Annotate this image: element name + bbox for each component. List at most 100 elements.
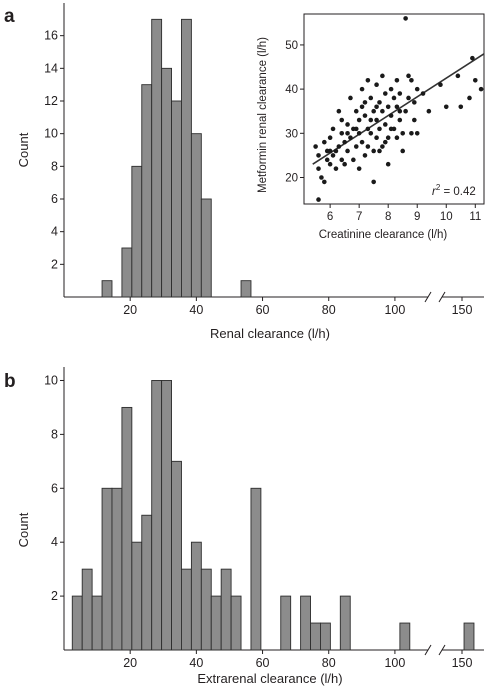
panel-b-histogram-bar [91, 595, 103, 651]
inset-scatter-point [330, 126, 336, 132]
panel-a-plot-area: 2 4 6 8 10 12 14 16 20 40 60 80 100 150 [44, 3, 484, 317]
inset-scatter-point [478, 86, 484, 92]
inset-scatter-point [319, 175, 324, 180]
inset-scatter-point [385, 135, 391, 141]
inset-scatter-point [406, 95, 411, 101]
inset-y-tick-label: 50 [285, 40, 298, 52]
inset-scatter-point [362, 153, 368, 158]
panel-b-y-tick-label: 10 [44, 373, 58, 387]
inset-x-tick-label: 7 [356, 211, 362, 223]
panel-b-histogram-bar [320, 622, 331, 651]
inset-regression-line [312, 53, 485, 165]
inset-scatter-point [382, 122, 388, 127]
inset-scatter-point [368, 117, 374, 123]
inset-scatter-point [377, 148, 382, 154]
inset-scatter-point [426, 108, 432, 114]
inset-plot-area: 6 7 8 9 10 11 20 30 40 50 [285, 13, 485, 223]
inset-scatter-point [345, 131, 350, 136]
inset-scatter-point [388, 126, 394, 132]
panel-b-histogram-bar [280, 595, 292, 651]
panel-a-histogram-bar [151, 18, 163, 298]
inset-scatter-point [438, 82, 443, 87]
inset-scatter-point [339, 157, 345, 163]
inset-scatter-point [339, 117, 345, 123]
panel-a-histogram-bar [171, 100, 182, 298]
panel-a-y-tick-label: 4 [51, 225, 58, 239]
panel-a-histogram-bar [161, 67, 172, 298]
panel-a-y-tick-label: 14 [44, 61, 58, 75]
inset-scatter-point [380, 73, 385, 79]
panel-b-histogram-bar [101, 487, 113, 651]
inset-scatter-point [336, 144, 342, 149]
inset-x-tick-label: 10 [440, 211, 453, 223]
inset-scatter-point [353, 108, 359, 114]
panel-b-y-tick-label: 8 [51, 427, 58, 441]
panel-a-histogram-bar [131, 165, 143, 298]
inset-scatter-point [324, 157, 330, 163]
inset-scatter-point [322, 179, 327, 185]
inset-scatter-point [374, 104, 379, 110]
inset-scatter-point [342, 139, 347, 145]
inset-scatter-point [316, 166, 321, 171]
inset-scatter-point [362, 100, 368, 105]
inset-scatter-point [356, 117, 362, 123]
inset-scatter-point [406, 73, 411, 79]
inset-scatter-point [374, 117, 379, 123]
inset-scatter-point [409, 77, 414, 83]
inset-scatter-point [322, 139, 327, 145]
panel-a-axis-break-mark [424, 291, 432, 303]
inset-scatter-point [348, 95, 353, 101]
panel-a-x-axis-title: Renal clearance (l/h) [210, 326, 330, 341]
inset-scatter-point [356, 166, 362, 171]
inset-y-axis-title: Metformin renal clearance (l/h) [257, 37, 269, 193]
panel-b-histogram-bar [151, 380, 163, 651]
inset-scatter-point [394, 104, 400, 110]
panel-b-x-tick-label: 80 [322, 656, 336, 670]
inset-scatter-point [374, 82, 379, 87]
panel-a-histogram-bar [121, 247, 133, 298]
panel-b-histogram-bar [161, 380, 172, 651]
panel-a-y-tick-label: 12 [44, 94, 58, 108]
panel-a-x-tick-label: 60 [256, 303, 270, 317]
panel-b-y-tick-label: 2 [51, 589, 58, 603]
inset-scatter-point [345, 148, 350, 154]
inset-scatter-point [382, 139, 388, 145]
panel-a-inset: Metformin renal clearance (l/h) Creatini… [257, 13, 485, 241]
panel-a-histogram-bar [141, 84, 153, 298]
inset-x-tick-label: 8 [385, 211, 391, 223]
inset-scatter-point [458, 104, 464, 110]
inset-scatter-point [330, 153, 336, 158]
inset-frame [303, 13, 485, 205]
panel-b-histogram-bar [190, 541, 202, 651]
inset-scatter-point [353, 144, 359, 149]
inset-scatter-point [382, 91, 388, 96]
inset-scatter-point [412, 117, 417, 123]
inset-scatter-point [359, 104, 365, 110]
inset-scatter-point [394, 135, 400, 141]
inset-scatter-point [455, 73, 461, 79]
inset-scatter-point [472, 77, 478, 83]
inset-scatter-point [397, 108, 403, 114]
panel-a-y-tick-label: 2 [51, 257, 58, 271]
inset-scatter-point [371, 179, 376, 185]
panel-a-histogram-bar [190, 133, 202, 298]
inset-scatter-point [391, 95, 397, 101]
inset-scatter-point [467, 95, 472, 101]
panel-a-histogram-bar [240, 280, 252, 298]
panel-a-x-tick-label: 100 [384, 303, 405, 317]
inset-scatter-point [359, 139, 365, 145]
panel-b-x-axis-title: Extrarenal clearance (l/h) [197, 671, 342, 686]
panel-b-letter: b [4, 371, 16, 392]
inset-x-tick-label: 6 [327, 211, 333, 223]
panel-a-y-tick-label: 8 [51, 159, 58, 173]
panel-b-histogram-bar [310, 622, 321, 651]
panel-b-histogram-bar [210, 595, 222, 651]
panel-b-histogram-bar [81, 568, 93, 651]
panel-b-histogram-bar [399, 622, 411, 651]
inset-scatter-point [400, 148, 406, 154]
panel-a-x-tick-label: 20 [123, 303, 137, 317]
panel-a: a Count Renal clearance (l/h) 2 4 6 8 10 12 14… [4, 3, 484, 341]
inset-scatter-point [339, 131, 345, 136]
inset-scatter-point [368, 95, 374, 101]
